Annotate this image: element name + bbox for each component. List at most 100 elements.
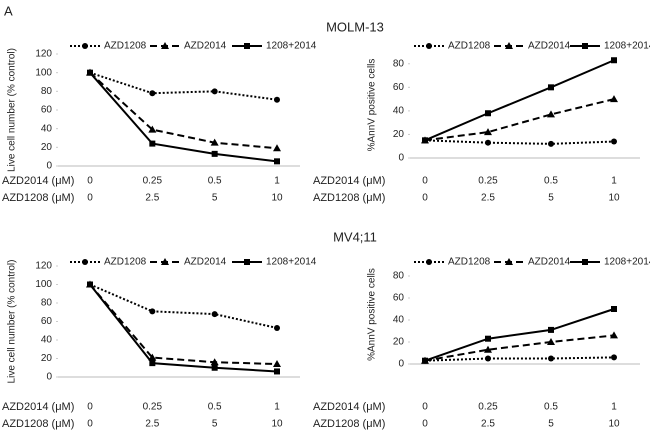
marker [484,345,492,353]
marker [611,57,617,64]
legend-label: AZD1208 [448,257,491,268]
y-tick-label: 60 [393,293,405,304]
x-axis-label: AZD1208 (μM) [313,192,385,204]
y-axis-label: %AnnV positive cells [367,268,378,361]
x-tick-label: 10 [608,419,620,430]
marker [210,358,219,366]
series-line [424,308,615,362]
legend-marker [426,43,432,49]
x-tick-label: 0.25 [143,402,163,413]
marker [149,140,156,147]
marker [547,338,555,345]
marker [611,138,617,145]
marker [149,360,156,367]
x-tick-label: 0.5 [544,176,558,187]
marker [148,125,157,133]
x-tick-label: 5 [548,419,554,430]
y-tick-label: 20 [393,129,405,140]
legend-marker [244,259,250,265]
y-tick-label: 60 [393,82,405,93]
marker [484,128,492,136]
legend-marker [505,42,513,49]
marker [149,90,156,97]
x-axis-label: AZD1208 (μM) [313,418,385,430]
y-tick-label: 40 [393,315,405,326]
marker [422,137,428,144]
marker [211,150,218,157]
legend-label: AZD1208 [448,41,491,52]
y-tick-label: 0 [46,161,52,172]
legend-label: AZD1208 [104,41,147,52]
y-tick-label: 100 [35,67,52,78]
x-tick-label: 1 [611,176,617,187]
legend-marker [426,259,432,265]
marker [87,69,93,76]
marker [548,84,554,91]
section-title: MV4;11 [333,229,377,244]
x-tick-label: 0.5 [208,402,222,413]
marker [273,144,281,152]
y-tick-label: 0 [398,359,404,370]
marker [274,324,280,331]
y-tick-label: 20 [41,353,53,364]
x-axis-label: AZD1208 (μM) [2,192,74,204]
marker [149,308,156,315]
legend-label: AZD2014 [528,257,571,268]
legend-marker [161,42,169,49]
legend-label: AZD2014 [184,257,227,268]
marker [210,138,219,146]
x-tick-label: 0 [87,176,93,187]
y-axis-label: %AnnV positive cells [367,59,378,152]
series-line [424,59,615,142]
marker [273,360,281,368]
x-axis-label: AZD2014 (μM) [2,401,74,413]
panel-label: A [4,3,13,18]
marker [274,96,280,103]
legend-label: AZD1208 [104,257,147,268]
marker [610,95,618,103]
y-tick-label: 100 [35,279,52,290]
x-tick-label: 0 [422,193,428,204]
y-tick-label: 60 [41,316,53,327]
x-tick-label: 0 [422,176,428,187]
x-tick-label: 1 [274,176,280,187]
marker [211,364,218,371]
x-tick-label: 0.25 [143,176,163,187]
legend-label: AZD2014 [528,41,571,52]
marker [548,326,554,333]
x-tick-label: 5 [548,193,554,204]
series-line [89,283,278,329]
marker [422,357,428,364]
x-tick-label: 0 [422,402,428,413]
y-tick-label: 60 [41,105,53,116]
series-line [424,334,615,362]
y-axis-label: Live cell number (% control) [7,48,18,172]
marker [211,88,218,95]
x-tick-label: 5 [212,419,218,430]
legend-marker [582,259,588,265]
section-title: MOLM-13 [326,19,384,34]
x-tick-label: 0 [87,193,93,204]
legend-marker [82,43,88,49]
marker [485,110,491,117]
x-tick-label: 1 [611,402,617,413]
y-tick-label: 80 [41,298,53,309]
legend-label: 1208+2014 [604,41,650,52]
legend-label: 1208+2014 [266,257,317,268]
y-tick-label: 120 [35,49,52,60]
x-tick-label: 0.25 [478,402,498,413]
x-tick-label: 2.5 [481,419,495,430]
marker [211,311,218,318]
x-axis-label: AZD2014 (μM) [2,175,74,187]
x-tick-label: 10 [608,193,620,204]
y-tick-label: 20 [393,337,405,348]
x-tick-label: 5 [212,193,218,204]
y-tick-label: 40 [41,123,53,134]
x-tick-label: 2.5 [145,419,159,430]
x-tick-label: 2.5 [481,193,495,204]
x-axis-label: AZD2014 (μM) [313,401,385,413]
marker [548,355,554,362]
series-line [424,139,615,145]
y-tick-label: 0 [398,153,404,164]
